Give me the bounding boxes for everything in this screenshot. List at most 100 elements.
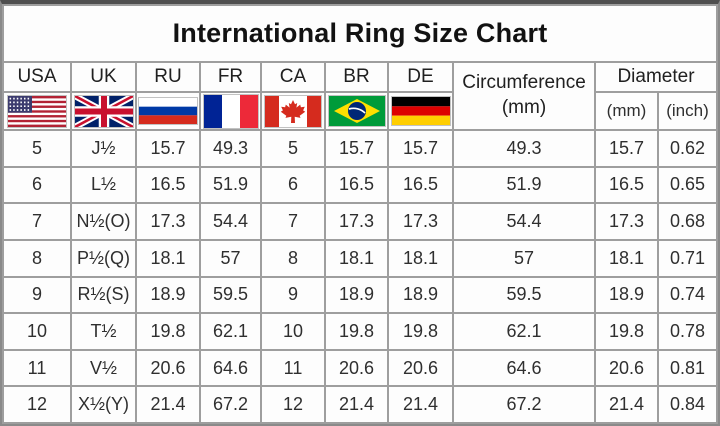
cell-diameter-inch: 0.65 [657, 165, 718, 205]
cell-usa: 5 [2, 129, 72, 168]
usa-flag-icon [7, 94, 67, 128]
page-title: International Ring Size Chart [2, 4, 718, 63]
france-flag-icon [202, 94, 259, 129]
cell-ru: 16.5 [135, 165, 201, 205]
canada-flag-cell [260, 91, 326, 132]
cell-uk: X½(Y) [70, 385, 137, 424]
cell-br: 18.9 [324, 275, 389, 315]
column-header-row: USA UK RU FR CA BR DE Circumference (mm)… [2, 60, 718, 132]
cell-ca: 6 [260, 165, 326, 205]
cell-diameter-inch: 0.81 [657, 348, 718, 388]
table-row: 8 P½(Q) 18.1 57 8 18.1 18.1 57 18.1 0.71 [2, 238, 718, 278]
cell-usa: 6 [2, 165, 72, 205]
germany-flag-cell [387, 91, 454, 132]
germany-flag-icon [390, 96, 451, 127]
cell-ca: 8 [260, 238, 326, 278]
cell-br: 16.5 [324, 165, 389, 205]
table-row: 10 T½ 19.8 62.1 10 19.8 19.8 62.1 19.8 0… [2, 312, 718, 351]
cell-de: 18.9 [387, 275, 454, 315]
column-header-ru: RU [135, 60, 201, 94]
cell-ru: 18.1 [135, 238, 201, 278]
column-header-fr: FR [199, 60, 262, 94]
ring-size-table: International Ring Size Chart USA UK RU … [2, 4, 718, 424]
cell-ru: 15.7 [135, 129, 201, 168]
cell-ca: 9 [260, 275, 326, 315]
cell-usa: 11 [2, 348, 72, 388]
cell-diameter-mm: 17.3 [594, 202, 659, 241]
cell-de: 19.8 [387, 312, 454, 351]
cell-diameter-mm: 16.5 [594, 165, 659, 205]
cell-circumference: 62.1 [452, 312, 596, 351]
cell-fr: 54.4 [199, 202, 262, 241]
cell-circumference: 49.3 [452, 129, 596, 168]
circumference-label: Circumference [462, 72, 586, 94]
cell-ca: 7 [260, 202, 326, 241]
table-row: 7 N½(O) 17.3 54.4 7 17.3 17.3 54.4 17.3 … [2, 202, 718, 241]
cell-de: 15.7 [387, 129, 454, 168]
cell-de: 16.5 [387, 165, 454, 205]
cell-ca: 10 [260, 312, 326, 351]
column-header-uk: UK [70, 60, 137, 94]
cell-diameter-inch: 0.74 [657, 275, 718, 315]
cell-ca: 12 [260, 385, 326, 424]
cell-diameter-mm: 21.4 [594, 385, 659, 424]
cell-circumference: 64.6 [452, 348, 596, 388]
cell-fr: 64.6 [199, 348, 262, 388]
brazil-flag-cell [324, 91, 389, 132]
table-row: 5 J½ 15.7 49.3 5 15.7 15.7 49.3 15.7 0.6… [2, 129, 718, 168]
cell-uk: R½(S) [70, 275, 137, 315]
cell-ru: 21.4 [135, 385, 201, 424]
column-header-ca: CA [260, 60, 326, 94]
cell-usa: 7 [2, 202, 72, 241]
cell-de: 18.1 [387, 238, 454, 278]
cell-diameter-inch: 0.78 [657, 312, 718, 351]
cell-fr: 62.1 [199, 312, 262, 351]
cell-br: 21.4 [324, 385, 389, 424]
cell-diameter-mm: 19.8 [594, 312, 659, 351]
column-header-br: BR [324, 60, 389, 94]
cell-br: 17.3 [324, 202, 389, 241]
cell-ca: 11 [260, 348, 326, 388]
cell-usa: 12 [2, 385, 72, 424]
title-row: International Ring Size Chart [2, 4, 718, 63]
cell-fr: 57 [199, 238, 262, 278]
cell-circumference: 67.2 [452, 385, 596, 424]
cell-ru: 20.6 [135, 348, 201, 388]
column-header-circumference: Circumference (mm) [452, 60, 596, 132]
usa-flag-cell [2, 91, 72, 132]
cell-ru: 19.8 [135, 312, 201, 351]
diameter-inch-header: (inch) [657, 91, 718, 132]
cell-uk: L½ [70, 165, 137, 205]
cell-fr: 67.2 [199, 385, 262, 424]
table-row: 9 R½(S) 18.9 59.5 9 18.9 18.9 59.5 18.9 … [2, 275, 718, 315]
cell-diameter-inch: 0.84 [657, 385, 718, 424]
cell-diameter-inch: 0.71 [657, 238, 718, 278]
cell-usa: 9 [2, 275, 72, 315]
cell-ru: 18.9 [135, 275, 201, 315]
circumference-unit: (mm) [501, 97, 547, 119]
france-flag-cell [199, 91, 262, 132]
uk-flag-icon [73, 94, 134, 128]
cell-fr: 51.9 [199, 165, 262, 205]
cell-de: 20.6 [387, 348, 454, 388]
table-row: 11 V½ 20.6 64.6 11 20.6 20.6 64.6 20.6 0… [2, 348, 718, 388]
table-row: 6 L½ 16.5 51.9 6 16.5 16.5 51.9 16.5 0.6… [2, 165, 718, 205]
cell-de: 17.3 [387, 202, 454, 241]
cell-diameter-mm: 18.9 [594, 275, 659, 315]
cell-diameter-inch: 0.68 [657, 202, 718, 241]
cell-circumference: 51.9 [452, 165, 596, 205]
cell-br: 20.6 [324, 348, 389, 388]
russia-flag-icon [138, 97, 198, 126]
brazil-flag-icon [327, 95, 386, 128]
cell-ca: 5 [260, 129, 326, 168]
cell-br: 15.7 [324, 129, 389, 168]
cell-br: 19.8 [324, 312, 389, 351]
cell-uk: P½(Q) [70, 238, 137, 278]
cell-circumference: 57 [452, 238, 596, 278]
uk-flag-cell [70, 91, 137, 132]
cell-usa: 10 [2, 312, 72, 351]
cell-uk: N½(O) [70, 202, 137, 241]
cell-fr: 59.5 [199, 275, 262, 315]
cell-br: 18.1 [324, 238, 389, 278]
cell-diameter-mm: 20.6 [594, 348, 659, 388]
